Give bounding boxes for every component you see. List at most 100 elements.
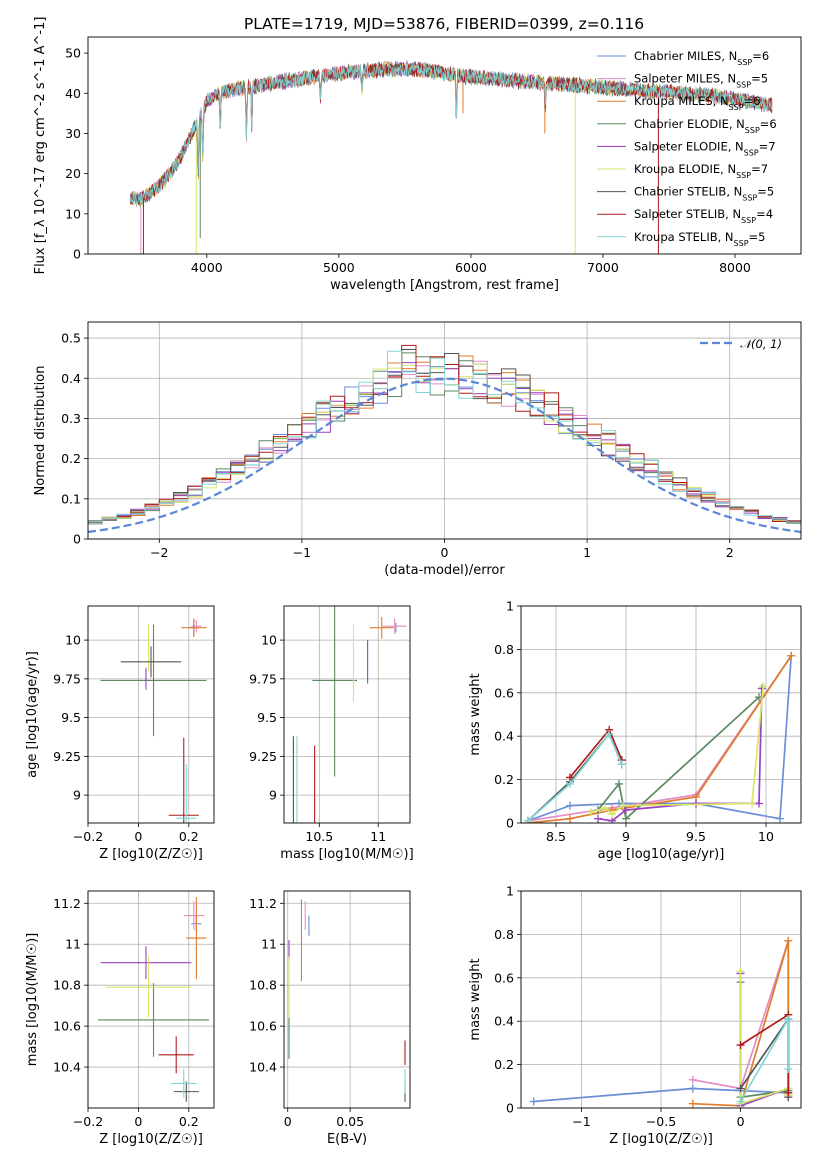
weight-marker bbox=[755, 799, 763, 808]
errorbar-salpeter-miles bbox=[191, 619, 202, 633]
weight-marker bbox=[748, 799, 756, 808]
weight-marker bbox=[688, 1099, 697, 1108]
weight-marker bbox=[566, 779, 574, 788]
y-tick-label: 10.8 bbox=[249, 978, 277, 993]
y-tick-label: 0.2 bbox=[61, 451, 81, 466]
x-tick-label: 8000 bbox=[719, 260, 751, 275]
y-tick-label: 9.25 bbox=[249, 749, 277, 764]
x-tick-label: 0 bbox=[134, 1114, 142, 1129]
y-axis-label: age [log10(age/yr)] bbox=[25, 651, 40, 778]
x-tick-label: 0 bbox=[284, 1114, 292, 1129]
plot-area bbox=[129, 60, 773, 254]
axes-frame bbox=[520, 605, 802, 824]
y-tick-label: 10 bbox=[261, 633, 277, 648]
x-tick-label: 7000 bbox=[587, 260, 619, 275]
legend-label: Salpeter ELODIE, NSSP=7 bbox=[634, 139, 776, 157]
y-tick-label: 10.8 bbox=[53, 978, 81, 993]
y-tick-label: 9.75 bbox=[249, 671, 277, 686]
figure-title: PLATE=1719, MJD=53876, FIBERID=0399, z=0… bbox=[244, 15, 644, 33]
weight-marker bbox=[619, 801, 628, 810]
weight-marker bbox=[615, 779, 623, 788]
errorbar-salpeter-elodie bbox=[100, 946, 192, 980]
errorbar-kroupa-stelib bbox=[176, 764, 197, 823]
x-axis-label: wavelength [Angstrom, rest frame] bbox=[330, 278, 559, 293]
x-axis-label: Z [log10(Z/Z☉)] bbox=[99, 847, 203, 862]
y-tick-label: 10.4 bbox=[53, 1060, 81, 1075]
weight-marker bbox=[594, 814, 602, 823]
y-tick-label: 9.75 bbox=[53, 671, 81, 686]
y-tick-label: 0.1 bbox=[61, 491, 81, 506]
y-tick-label: 20 bbox=[65, 166, 81, 181]
y-tick-label: 0.2 bbox=[494, 772, 514, 787]
x-tick-label: 2 bbox=[726, 545, 734, 560]
histogram-kroupa-stelib bbox=[88, 350, 801, 526]
weight-marker bbox=[524, 816, 532, 823]
errorbar-salpeter-miles bbox=[183, 901, 204, 930]
x-tick-label: 5000 bbox=[323, 260, 355, 275]
x-tick-label: 8.5 bbox=[546, 829, 566, 844]
errorbar-salpeter-stelib bbox=[158, 1036, 194, 1074]
x-tick-label: 10 bbox=[758, 829, 774, 844]
y-tick-label: 0.5 bbox=[61, 331, 81, 346]
axes-frame bbox=[283, 605, 411, 824]
x-tick-label: 0 bbox=[441, 545, 449, 560]
plot-area bbox=[98, 897, 209, 1102]
y-axis-label: Flux [f_λ 10^-17 erg cm^-2 s^-1 A^-1] bbox=[33, 17, 48, 275]
weight-marker bbox=[622, 814, 630, 823]
axes-mass-weight-vs-age: 8.5 9 9.5 10 0 0.2 0.4 0.6 0.8 1 age [log10(age/yr… bbox=[468, 599, 802, 862]
axes-frame bbox=[87, 605, 215, 824]
normal-reference-curve bbox=[88, 377, 801, 534]
weight-series-kroupa-elodie bbox=[587, 682, 768, 819]
weight-series-kroupa-stelib bbox=[524, 730, 626, 823]
weight-marker bbox=[784, 1015, 793, 1024]
y-tick-label: 10 bbox=[65, 633, 81, 648]
y-tick-label: 9.5 bbox=[257, 710, 277, 725]
weight-line bbox=[569, 728, 623, 778]
weight-marker bbox=[736, 1084, 745, 1093]
weight-line bbox=[590, 686, 765, 816]
plot-area bbox=[100, 618, 207, 823]
y-tick-label: 11.2 bbox=[249, 896, 277, 911]
x-axis-label: Z [log10(Z/Z☉)] bbox=[99, 1132, 203, 1147]
y-axis-label: mass weight bbox=[468, 673, 483, 755]
x-tick-label: −0.5 bbox=[646, 1114, 676, 1129]
x-tick-label: 9 bbox=[622, 829, 630, 844]
y-tick-label: 0 bbox=[506, 1101, 514, 1116]
x-tick-label: 0.05 bbox=[336, 1114, 364, 1129]
x-tick-label: −0.2 bbox=[73, 1114, 103, 1129]
x-tick-label: −0.2 bbox=[73, 829, 103, 844]
weight-marker bbox=[776, 814, 784, 823]
weight-series-chabrier-miles bbox=[524, 651, 796, 823]
errorbar-chabrier-elodie bbox=[98, 983, 209, 1057]
y-tick-label: 10.6 bbox=[249, 1019, 277, 1034]
x-axis-label: E(B-V) bbox=[327, 1132, 367, 1147]
axes-frame bbox=[87, 36, 802, 255]
errorbar-chabrier-stelib bbox=[173, 1081, 199, 1102]
weight-marker bbox=[784, 936, 793, 945]
axes-frame bbox=[283, 890, 411, 1109]
errorbar-salpeter-stelib bbox=[168, 737, 199, 823]
y-tick-label: 10 bbox=[65, 206, 81, 221]
y-tick-label: 11 bbox=[261, 937, 277, 952]
y-tick-label: 0.2 bbox=[494, 1057, 514, 1072]
x-tick-label: 0 bbox=[134, 829, 142, 844]
axes-mass-vs-Z: −0.2 0 0.2 10.4 10.6 10.8 11 11.2 Z [log10(Z/Z☉)… bbox=[25, 890, 215, 1147]
x-tick-label: −1 bbox=[293, 545, 311, 560]
legend-label: 𝒩(0, 1) bbox=[740, 337, 782, 351]
y-tick-label: 0.6 bbox=[494, 685, 514, 700]
legend-label: Chabrier ELODIE, NSSP=6 bbox=[634, 117, 777, 135]
x-tick-label: 0 bbox=[737, 1114, 745, 1129]
axes-age-vs-Z: −0.2 0 0.2 9 9.25 9.5 9.75 10 Z [log10(Z/Z☉)] age… bbox=[25, 605, 215, 862]
errorbar-chabrier-elodie bbox=[100, 624, 207, 737]
x-tick-label: 4000 bbox=[191, 260, 223, 275]
y-tick-label: 1 bbox=[506, 884, 514, 899]
errorbar-chabrier-elodie bbox=[312, 606, 358, 777]
spectrum-line-kroupa-stelib bbox=[129, 62, 773, 206]
weight-marker bbox=[736, 1041, 745, 1050]
weight-marker bbox=[566, 801, 574, 810]
x-tick-label: 10.5 bbox=[305, 829, 333, 844]
weight-marker bbox=[601, 803, 609, 812]
y-tick-label: 1 bbox=[506, 599, 514, 614]
x-tick-label: −1 bbox=[572, 1114, 590, 1129]
